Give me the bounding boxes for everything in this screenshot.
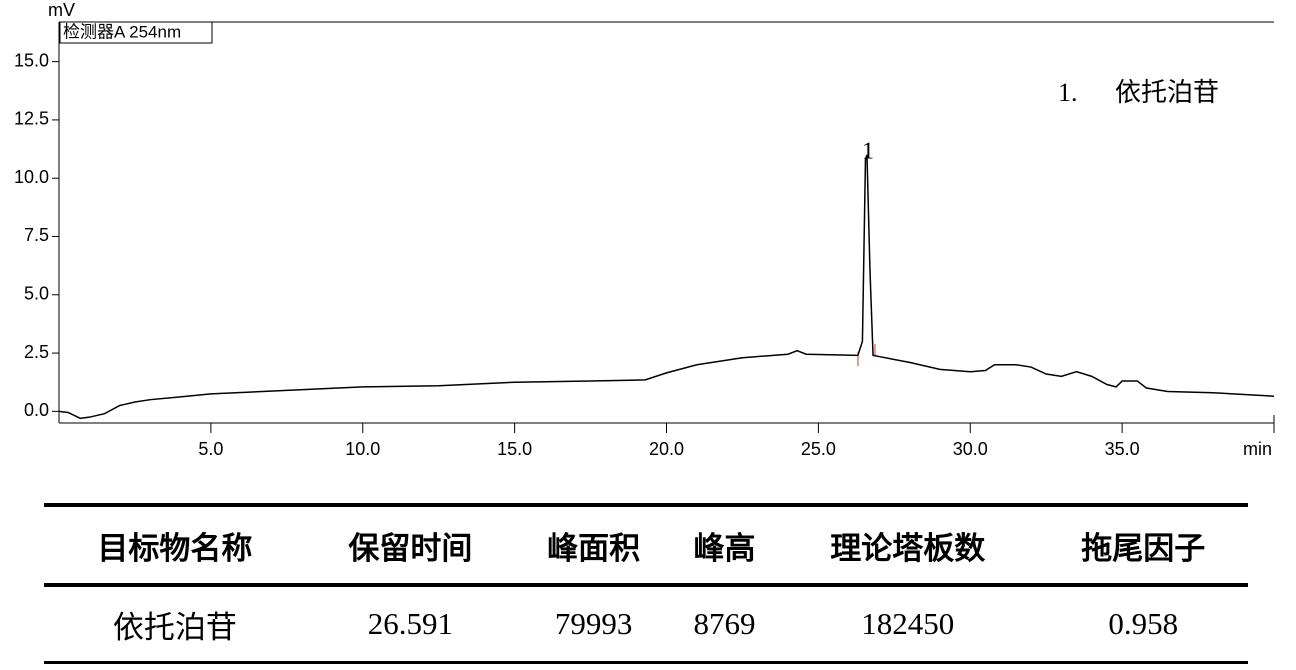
table-body: 依托泊苷 26.591 79993 8769 182450 0.958 (44, 585, 1248, 664)
table-cell: 79993 (515, 585, 673, 664)
result-table: 目标物名称 保留时间 峰面积 峰高 理论塔板数 拖尾因子 依托泊苷 26.591 79993 8… (44, 503, 1248, 664)
detector-label: 检测器A 254nm (63, 22, 181, 41)
table-cell: 182450 (776, 585, 1039, 664)
x-unit: min (1243, 439, 1272, 459)
header-cell: 峰高 (672, 503, 777, 587)
y-tick-label: 5.0 (24, 284, 49, 304)
header-cell: 保留时间 (305, 503, 516, 587)
y-tick-label: 15.0 (14, 50, 49, 70)
table-row: 依托泊苷 26.591 79993 8769 182450 0.958 (44, 585, 1248, 664)
x-tick-label: 5.0 (198, 439, 223, 459)
legend-number: 1. (1058, 78, 1078, 107)
y-tick-label: 7.5 (24, 225, 49, 245)
chart: mV 检测器A 254nm min 1 1. 依托泊苷 0.0 2.5 5.0 7.5… (14, 0, 1275, 459)
header-cell: 拖尾因子 (1038, 503, 1248, 587)
header-cell: 理论塔板数 (776, 503, 1039, 587)
x-tick-label: 30.0 (953, 439, 988, 459)
header-cell: 峰面积 (515, 503, 673, 587)
table-cell: 8769 (672, 585, 777, 664)
x-tick-label: 15.0 (497, 439, 532, 459)
peak-label: 1 (862, 139, 874, 165)
table-cell: 0.958 (1038, 585, 1248, 664)
table-header: 目标物名称 保留时间 峰面积 峰高 理论塔板数 拖尾因子 (44, 503, 1248, 587)
y-tick-label: 10.0 (14, 167, 49, 187)
x-tick-label: 25.0 (801, 439, 836, 459)
header-cell: 目标物名称 (44, 503, 306, 587)
y-tick-label: 12.5 (14, 109, 49, 129)
table-cell: 依托泊苷 (44, 585, 306, 664)
y-tick-label: 2.5 (24, 342, 49, 362)
legend-name: 依托泊苷 (1115, 78, 1219, 107)
x-tick-label: 20.0 (649, 439, 684, 459)
y-tick-label: 0.0 (24, 400, 49, 420)
x-tick-label: 35.0 (1105, 439, 1140, 459)
table-cell: 26.591 (305, 585, 516, 664)
y-unit: mV (48, 0, 75, 20)
x-tick-label: 10.0 (345, 439, 380, 459)
chromatogram-line (58, 154, 1275, 420)
